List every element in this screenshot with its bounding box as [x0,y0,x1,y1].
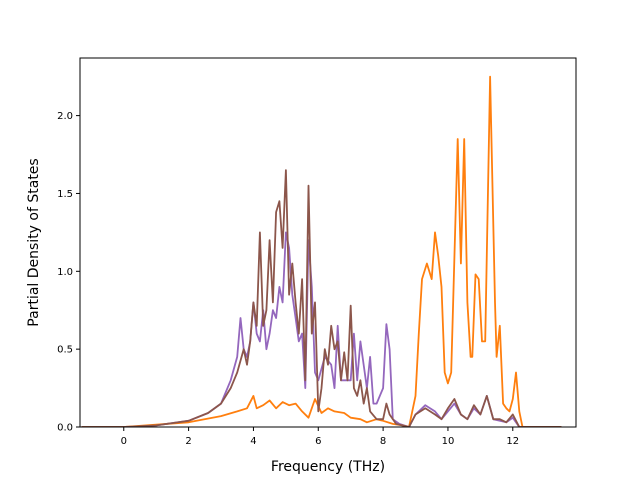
series-line-2 [81,75,562,427]
y-axis-label: Partial Density of States [26,158,42,326]
x-axis-label: Frequency (THz) [271,459,385,475]
x-tick-label: 10 [442,436,455,447]
x-tick-label: 4 [250,436,256,447]
x-tick-label: 12 [506,436,519,447]
plot-frame [79,57,577,428]
x-tick-label: 0 [121,436,127,447]
y-tick-label: 1.5 [57,189,73,200]
y-tick-label: 0.5 [57,345,73,356]
y-tick-label: 0.0 [57,423,73,434]
x-tick-label: 6 [315,436,321,447]
x-axis-ticks: 0 2 4 6 8 10 12 [121,427,519,447]
series-layer [81,75,562,427]
series-line-1 [81,231,562,427]
x-tick-label: 2 [185,436,191,447]
y-axis-ticks: 0.0 0.5 1.0 1.5 2.0 [57,111,80,434]
y-tick-label: 1.0 [57,267,73,278]
x-tick-label: 8 [380,436,386,447]
series-line-3 [81,169,562,427]
y-tick-label: 2.0 [57,111,73,122]
